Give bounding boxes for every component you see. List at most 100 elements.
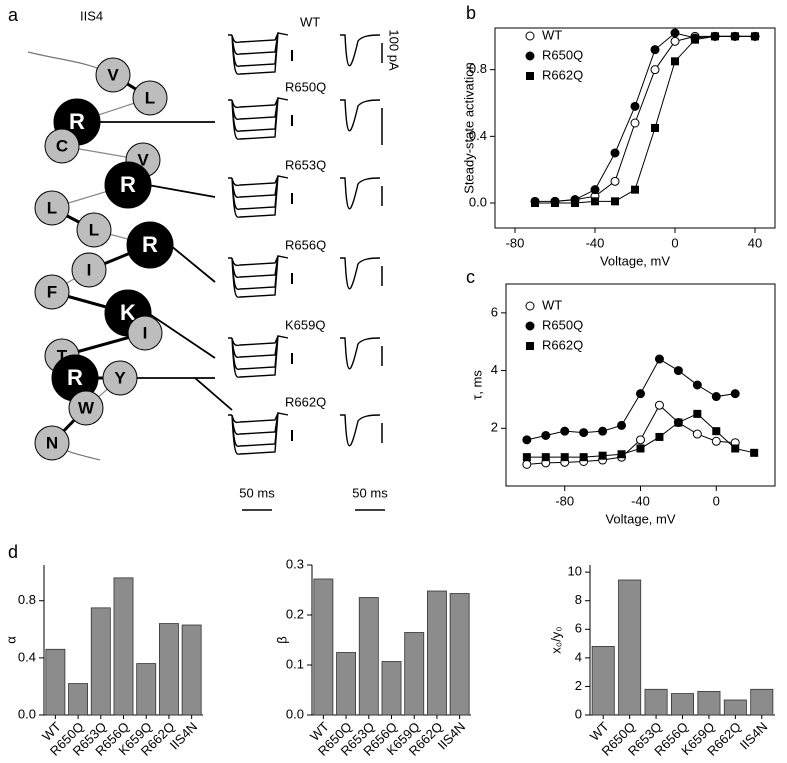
marker — [654, 354, 664, 364]
marker — [617, 450, 626, 459]
trace-label: R650Q — [285, 79, 326, 94]
y-tick-label: 2 — [491, 420, 498, 435]
trace-label: K659Q — [285, 317, 325, 332]
marker — [750, 448, 759, 457]
marker — [711, 436, 721, 446]
residue-label: V — [137, 150, 149, 169]
legend-marker — [526, 342, 534, 350]
x-axis-label: Voltage, mV — [605, 511, 675, 526]
y-tick-label: 0.8 — [469, 61, 487, 76]
y-axis-label: τ, ms — [469, 370, 484, 400]
y-tick-label: 6 — [491, 304, 498, 319]
series-line — [554, 35, 755, 202]
residue — [104, 161, 152, 209]
residue — [34, 425, 70, 461]
current-scale: 100 pA — [387, 29, 402, 71]
y-tick-label: 2 — [575, 678, 582, 693]
x-tick-label: -40 — [631, 493, 650, 508]
marker — [651, 124, 659, 132]
y-axis-label: β — [274, 636, 289, 643]
segment-label: IIS4 — [80, 8, 103, 23]
current-trace — [228, 335, 289, 378]
y-tick-label: 4 — [575, 649, 582, 664]
residue-label: I — [87, 260, 92, 279]
y-tick-label: 0.4 — [18, 649, 36, 664]
marker — [531, 199, 539, 207]
residue — [76, 212, 112, 248]
x-tick-label: IIS4N — [737, 719, 771, 753]
residue-label: L — [89, 220, 99, 239]
y-tick-label: 0.0 — [18, 706, 36, 721]
marker — [522, 459, 532, 469]
marker — [630, 101, 640, 111]
x-tick-label: 40 — [748, 235, 762, 250]
marker — [711, 32, 719, 41]
series-line — [526, 404, 736, 465]
current-trace — [340, 177, 381, 210]
marker — [560, 453, 569, 462]
residue — [44, 128, 80, 164]
marker — [610, 176, 620, 186]
bar — [136, 663, 157, 716]
bar — [313, 578, 334, 716]
marker — [590, 185, 600, 195]
marker — [522, 435, 532, 445]
series-line — [526, 358, 736, 441]
residue-label: R — [120, 172, 136, 197]
y-tick-label: 0.4 — [469, 128, 487, 143]
legend-label: R662Q — [542, 67, 583, 82]
bar — [68, 683, 89, 716]
residue-label: L — [47, 198, 57, 217]
bar — [113, 577, 134, 716]
y-tick-label: 8 — [575, 592, 582, 607]
residue — [95, 57, 131, 93]
bar — [644, 688, 668, 716]
marker — [630, 118, 640, 128]
residue — [102, 360, 138, 396]
bar — [591, 646, 615, 716]
bar — [426, 590, 447, 716]
residue-label: V — [107, 65, 119, 84]
current-trace — [340, 257, 381, 290]
trace-label: R656Q — [285, 237, 326, 252]
residue-label: R — [142, 232, 158, 257]
marker — [579, 453, 588, 462]
marker — [670, 28, 680, 38]
bar — [723, 699, 747, 716]
legend-marker — [525, 51, 535, 61]
marker — [541, 453, 550, 462]
residue-label: F — [47, 282, 57, 301]
marker — [731, 444, 740, 453]
panel-label: d — [8, 542, 18, 562]
y-tick-label: 0.0 — [286, 706, 304, 721]
residue-label: R — [69, 109, 85, 134]
bar — [750, 688, 774, 716]
current-trace — [340, 34, 381, 67]
current-trace — [228, 412, 289, 455]
bar — [671, 693, 695, 716]
marker — [522, 453, 531, 462]
time-scale: 50 ms — [239, 485, 275, 500]
legend-label: R662Q — [542, 337, 583, 352]
y-tick-label: 0.3 — [286, 556, 304, 571]
bar — [697, 691, 721, 716]
y-axis-label: Steady-state activation — [461, 62, 476, 194]
trace-label: R653Q — [285, 157, 326, 172]
panel-label: c — [466, 267, 475, 287]
marker — [551, 199, 559, 207]
x-tick-label: -40 — [586, 235, 605, 250]
residue — [127, 315, 163, 351]
bar — [449, 593, 470, 716]
marker — [692, 429, 702, 439]
legend-label: WT — [542, 297, 562, 312]
marker — [636, 435, 645, 445]
trace-label: R662Q — [285, 394, 326, 409]
x-tick-label: -80 — [555, 493, 574, 508]
panel-label: b — [466, 3, 476, 23]
y-tick-label: 4 — [491, 362, 498, 377]
marker — [673, 366, 683, 376]
residue-label: K — [120, 300, 136, 325]
residue-label: Y — [114, 368, 126, 387]
marker — [591, 197, 599, 206]
marker — [610, 148, 620, 158]
